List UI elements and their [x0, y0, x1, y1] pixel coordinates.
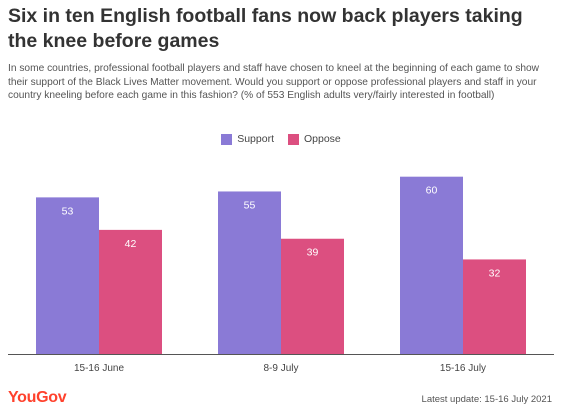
x-tick-label-1: 15-16 June: [74, 363, 124, 374]
chart-subtitle: In some countries, professional football…: [8, 63, 540, 101]
bar-oppose-1: [99, 229, 162, 354]
bar-support-2: [218, 191, 281, 354]
data-label-oppose-2: 39: [307, 247, 319, 259]
legend-swatch-oppose: [288, 133, 299, 145]
legend-label-oppose: Oppose: [304, 133, 341, 145]
bar-support-3: [400, 176, 463, 354]
legend-swatch-support: [221, 133, 233, 145]
bar-oppose-3: [463, 259, 526, 354]
x-tick-label-2: 8-9 July: [263, 363, 298, 374]
legend-item-oppose: Oppose: [288, 133, 341, 145]
data-label-oppose-1: 42: [125, 238, 137, 250]
legend: Support Oppose: [0, 133, 562, 145]
x-tick-label-3: 15-16 July: [440, 363, 486, 374]
legend-label-support: Support: [237, 133, 274, 145]
data-label-support-1: 53: [62, 205, 74, 217]
data-label-oppose-3: 32: [489, 267, 501, 279]
latest-update: Latest update: 15-16 July 2021: [421, 394, 552, 405]
data-label-support-3: 60: [426, 185, 438, 197]
yougov-logo: YouGov: [8, 389, 67, 406]
legend-item-support: Support: [221, 133, 274, 145]
chart-title: Six in ten English football fans now bac…: [8, 5, 523, 52]
bar-oppose-2: [281, 238, 344, 354]
data-label-support-2: 55: [244, 199, 256, 211]
bar-support-1: [36, 197, 99, 354]
